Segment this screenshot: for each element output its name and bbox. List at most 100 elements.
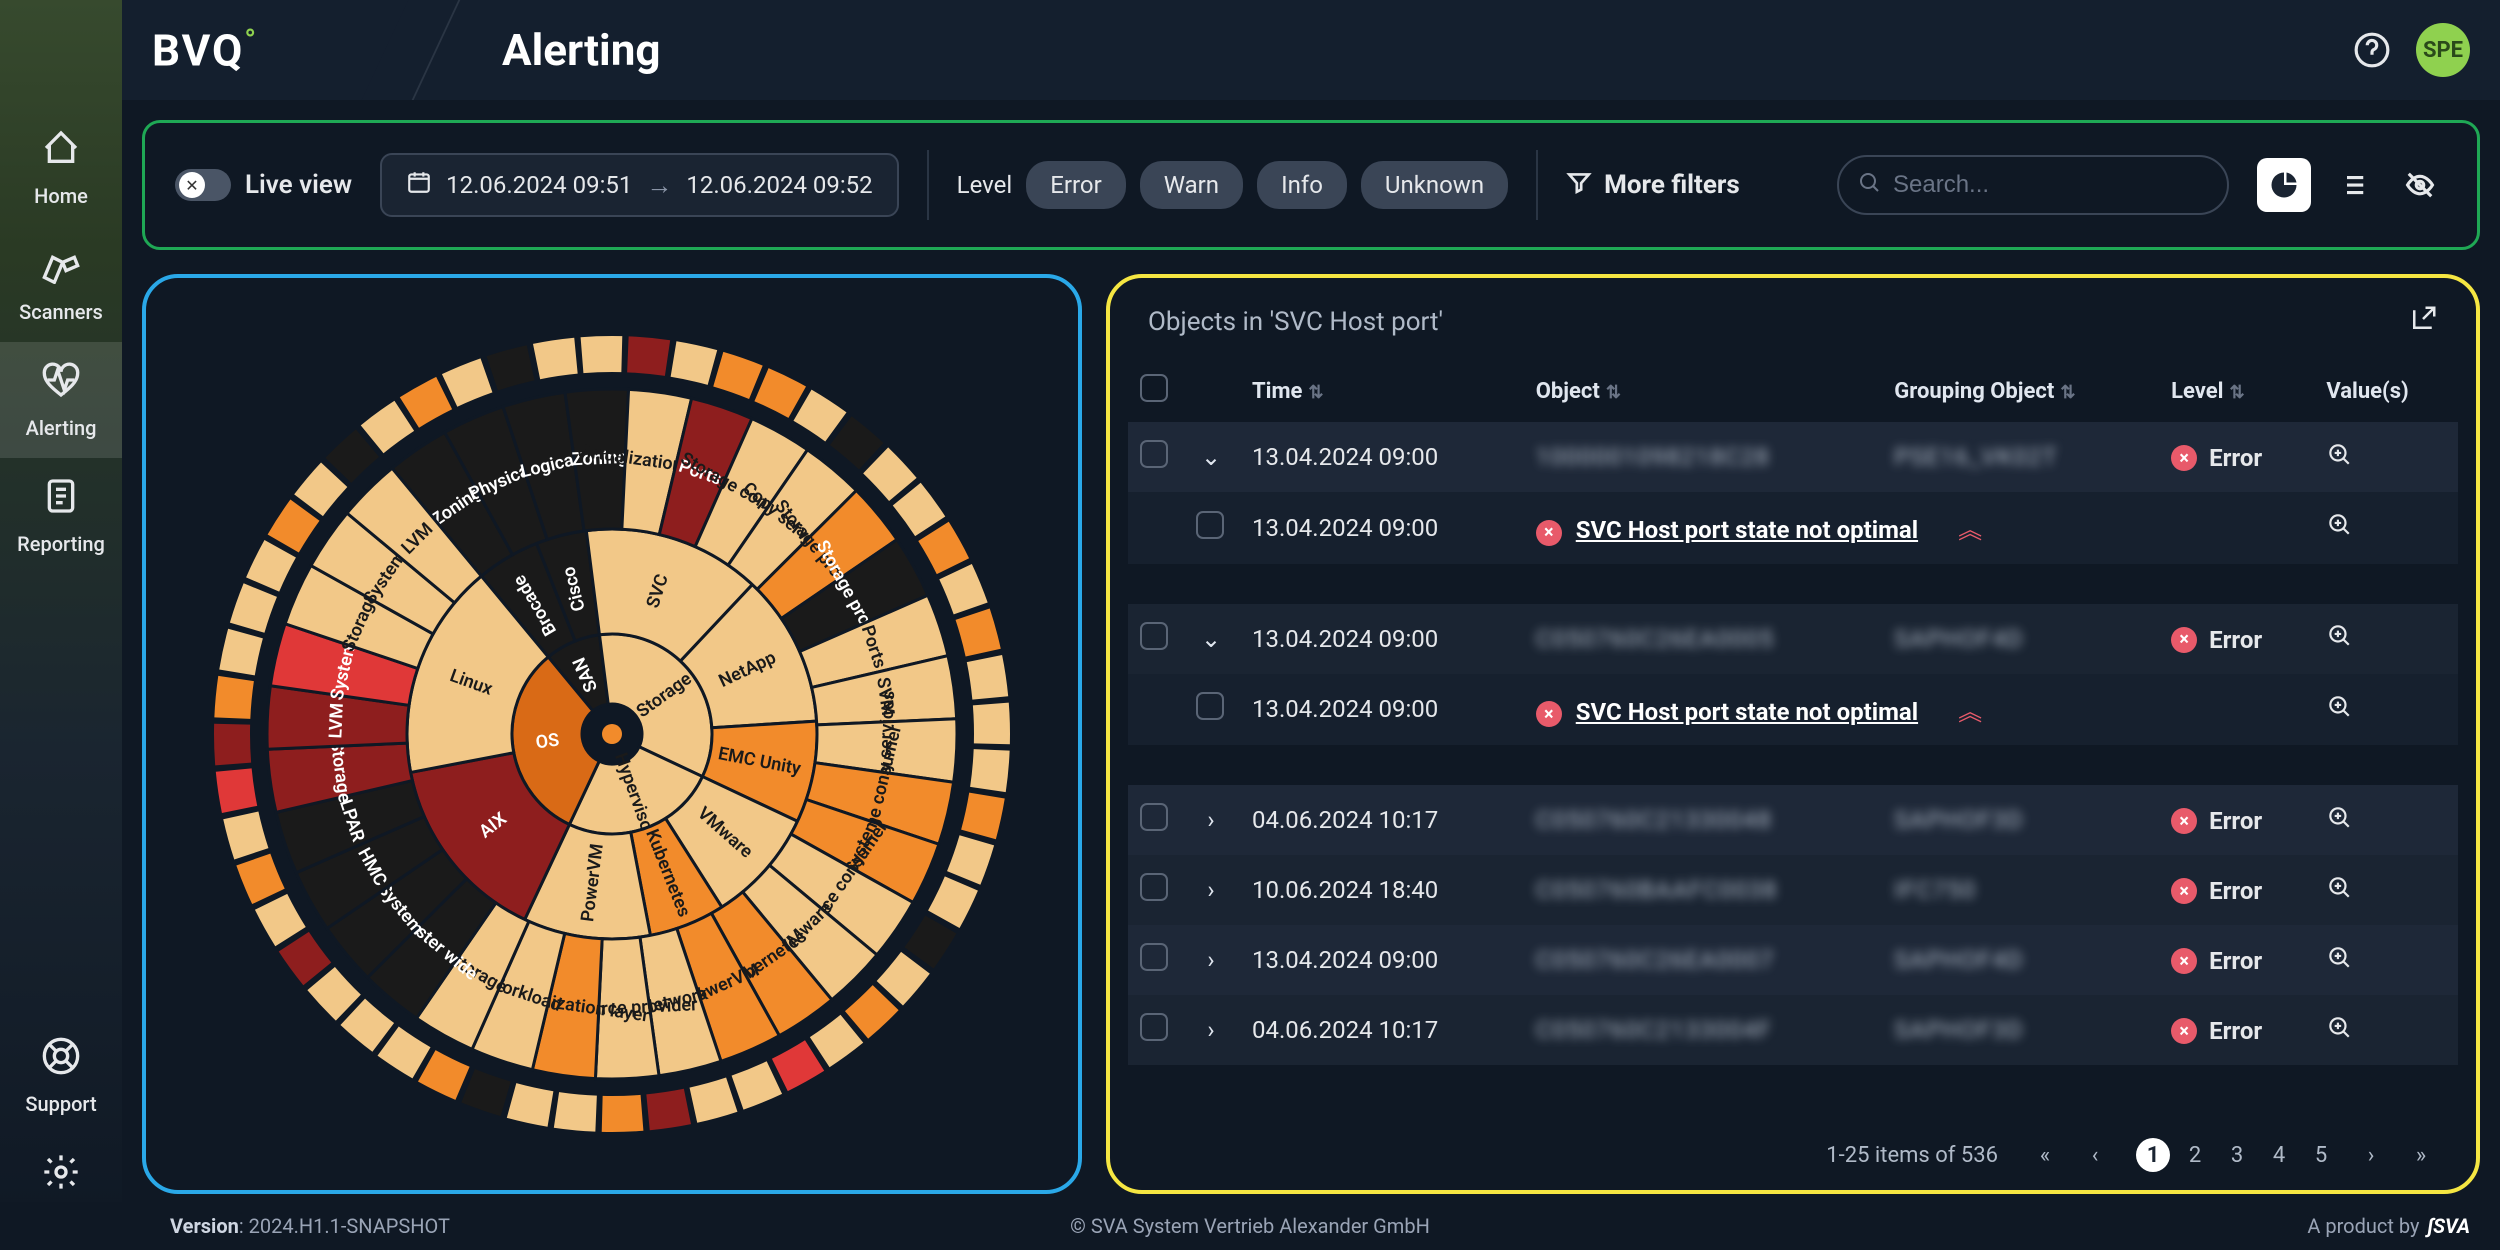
- toggle-switch[interactable]: [175, 169, 231, 201]
- page-number[interactable]: 5: [2304, 1138, 2338, 1172]
- cell-group: SAPHOF3D: [1894, 806, 2023, 834]
- zoom-icon[interactable]: [2326, 625, 2352, 655]
- table-row[interactable]: ⌄ 13.04.2024 09:00 C050760C26EA0005 SAPH…: [1128, 604, 2458, 674]
- sidebar-item-support[interactable]: Support: [0, 1018, 122, 1134]
- search-input[interactable]: [1837, 155, 2229, 215]
- chip-info[interactable]: Info: [1257, 161, 1347, 209]
- row-checkbox[interactable]: [1140, 622, 1168, 650]
- zoom-icon[interactable]: [2326, 514, 2352, 544]
- page-number[interactable]: 2: [2178, 1138, 2212, 1172]
- expand-icon[interactable]: ›: [1196, 1016, 1226, 1044]
- expand-icon[interactable]: ›: [1196, 806, 1226, 834]
- col-time[interactable]: Time⇅: [1240, 360, 1524, 422]
- cell-time: 13.04.2024 09:00: [1240, 604, 1524, 674]
- row-checkbox[interactable]: [1140, 943, 1168, 971]
- zoom-icon[interactable]: [2326, 947, 2352, 977]
- page-prev[interactable]: ‹: [2078, 1138, 2112, 1172]
- cell-time: 13.04.2024 09:00: [1240, 674, 1524, 746]
- table-row[interactable]: ⌄ 13.04.2024 09:00 1000001098218C28 PSE1…: [1128, 422, 2458, 492]
- col-object[interactable]: Object⇅: [1524, 360, 1882, 422]
- sunburst-panel: SANStorageHypervisorOSBrocadeCiscoSVCNet…: [142, 274, 1082, 1194]
- select-all-checkbox[interactable]: [1140, 374, 1168, 402]
- more-filters[interactable]: More filters: [1566, 169, 1740, 202]
- date-from: 12.06.2024 09:51: [446, 171, 632, 199]
- chart-view-icon[interactable]: [2257, 158, 2311, 212]
- logo-text: BVQ°: [152, 23, 258, 77]
- sidebar-item-home[interactable]: Home: [0, 110, 122, 226]
- chip-unknown[interactable]: Unknown: [1361, 161, 1508, 209]
- cell-group: SAPHOF4D: [1894, 625, 2023, 653]
- table-row[interactable]: › 04.06.2024 10:17 C050760C2133004F SAPH…: [1128, 995, 2458, 1065]
- zoom-icon[interactable]: [2326, 877, 2352, 907]
- row-checkbox[interactable]: [1140, 1013, 1168, 1041]
- page-number[interactable]: 1: [2136, 1138, 2170, 1172]
- row-checkbox[interactable]: [1140, 803, 1168, 831]
- cell-object: C050760C26EA0005: [1536, 625, 1774, 653]
- zoom-icon[interactable]: [2326, 444, 2352, 474]
- expand-icon[interactable]: ›: [1196, 876, 1226, 904]
- expand-icon[interactable]: ⌄: [1196, 625, 1226, 653]
- page-next[interactable]: ›: [2354, 1138, 2388, 1172]
- telescope-icon: [41, 244, 81, 294]
- zoom-icon[interactable]: [2326, 1017, 2352, 1047]
- filters-bar: Live view 12.06.2024 09:51 → 12.06.2024 …: [142, 120, 2480, 250]
- date-range[interactable]: 12.06.2024 09:51 → 12.06.2024 09:52: [380, 153, 899, 217]
- sidebar-label: Scanners: [19, 300, 103, 324]
- zoom-icon[interactable]: [2326, 696, 2352, 726]
- double-chevron-icon: ︽: [1958, 516, 1982, 544]
- level-badge: ×Error: [2171, 947, 2262, 975]
- footer: Version: 2024.H1.1-SNAPSHOT © SVA System…: [0, 1202, 2500, 1250]
- gear-icon: [41, 1152, 81, 1202]
- detail-link[interactable]: SVC Host port state not optimal: [1576, 698, 1918, 726]
- cell-time: 10.06.2024 18:40: [1240, 855, 1524, 925]
- double-chevron-icon: ︽: [1958, 698, 1982, 726]
- page-number[interactable]: 4: [2262, 1138, 2296, 1172]
- sidebar-label: Alerting: [26, 416, 97, 440]
- col-group[interactable]: Grouping Object⇅: [1882, 360, 2159, 422]
- row-checkbox[interactable]: [1196, 692, 1224, 720]
- version: 2024.H1.1-SNAPSHOT: [249, 1214, 450, 1238]
- chip-error[interactable]: Error: [1026, 161, 1126, 209]
- sidebar-item-reporting[interactable]: Reporting: [0, 458, 122, 574]
- cell-time: 13.04.2024 09:00: [1240, 925, 1524, 995]
- export-icon[interactable]: [2408, 304, 2438, 340]
- help-icon[interactable]: [2348, 26, 2396, 74]
- eye-off-icon[interactable]: [2393, 158, 2447, 212]
- detail-link[interactable]: SVC Host port state not optimal: [1576, 516, 1918, 544]
- list-view-icon[interactable]: [2325, 158, 2379, 212]
- level-badge: ×Error: [2171, 807, 2262, 835]
- cell-time: 04.06.2024 10:17: [1240, 995, 1524, 1065]
- col-level[interactable]: Level⇅: [2159, 360, 2314, 422]
- page-last[interactable]: »: [2404, 1138, 2438, 1172]
- row-checkbox[interactable]: [1140, 440, 1168, 468]
- logo[interactable]: BVQ°: [122, 0, 412, 100]
- sidebar-item-alerting[interactable]: Alerting: [0, 342, 122, 458]
- page-number[interactable]: 3: [2220, 1138, 2254, 1172]
- separator: [1536, 150, 1538, 220]
- live-view-toggle[interactable]: Live view: [175, 169, 352, 201]
- cell-object: C050760C2133004F: [1536, 1016, 1772, 1044]
- product-by-label: A product by: [2307, 1214, 2419, 1238]
- level-chips: Level Error Warn Info Unknown: [957, 161, 1508, 209]
- level-badge: ×Error: [2171, 626, 2262, 654]
- table-row[interactable]: › 04.06.2024 10:17 C050760C21330048 SAPH…: [1128, 785, 2458, 855]
- sunburst-chart[interactable]: SANStorageHypervisorOSBrocadeCiscoSVCNet…: [172, 294, 1052, 1174]
- pagination: 1-25 items of 536 « ‹ 12345 › »: [1128, 1122, 2458, 1178]
- expand-icon[interactable]: ›: [1196, 946, 1226, 974]
- page-first[interactable]: «: [2028, 1138, 2062, 1172]
- row-checkbox[interactable]: [1140, 873, 1168, 901]
- table-row[interactable]: › 13.04.2024 09:00 C050760C26EA0007 SAPH…: [1128, 925, 2458, 995]
- expand-icon[interactable]: ⌄: [1196, 443, 1226, 471]
- avatar[interactable]: SPE: [2416, 23, 2470, 77]
- table-subrow: 13.04.2024 09:00 ×SVC Host port state no…: [1128, 674, 2458, 746]
- search-icon: [1857, 170, 1881, 200]
- cell-object: C050760BAAFC0038: [1536, 876, 1778, 904]
- table-row[interactable]: › 10.06.2024 18:40 C050760BAAFC0038 IFC7…: [1128, 855, 2458, 925]
- row-checkbox[interactable]: [1196, 511, 1224, 539]
- cell-object: 1000001098218C28: [1536, 443, 1770, 471]
- zoom-icon[interactable]: [2326, 807, 2352, 837]
- table-title: Objects in 'SVC Host port': [1148, 307, 1443, 337]
- filter-icon: [1566, 169, 1592, 202]
- chip-warn[interactable]: Warn: [1140, 161, 1243, 209]
- sidebar-item-scanners[interactable]: Scanners: [0, 226, 122, 342]
